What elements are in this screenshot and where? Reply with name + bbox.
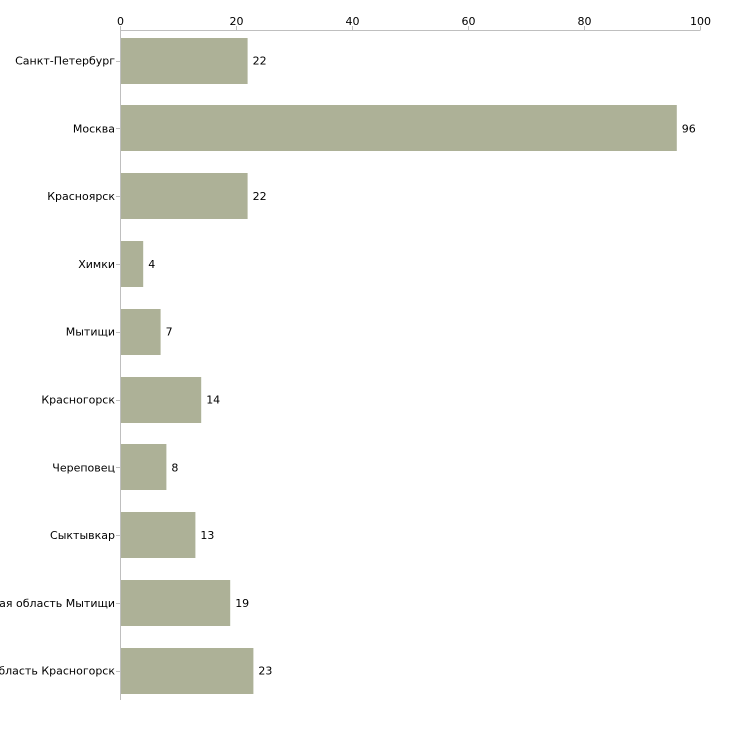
bar [121,648,254,694]
value-label: 14 [206,394,220,407]
value-label: 19 [235,597,249,610]
category-labels: Санкт-Петербург Москва Красноярск Химки Мыти… [0,55,115,678]
category-label: Москва [73,122,115,135]
x-tick-label: 80 [578,15,592,28]
bar [121,580,231,626]
bar [121,105,677,151]
x-tick-label: 20 [230,15,244,28]
bar-series [121,38,677,694]
value-label: 4 [148,258,155,271]
x-tick-label: 60 [462,15,476,28]
x-axis: 0 20 40 60 80 100 [117,15,711,31]
value-label: 13 [200,529,214,542]
value-label: 7 [166,326,173,339]
value-label: 96 [682,122,696,135]
bar [121,309,161,355]
value-label: 8 [171,461,178,474]
x-tick-label: 0 [117,15,124,28]
category-label: Мытищи [66,326,115,339]
value-label: 22 [253,55,267,68]
x-tick-label: 40 [346,15,360,28]
category-label: Череповец [52,461,115,474]
bar [121,38,248,84]
category-label: Московская область Красногорск [0,665,115,678]
category-label: Санкт-Петербург [15,55,115,68]
y-axis [116,30,121,700]
value-label: 22 [253,190,267,203]
category-label: Химки [78,258,115,271]
bar [121,512,196,558]
bar [121,377,202,423]
category-label: Красноярск [47,190,115,203]
bar [121,444,167,490]
bar [121,241,144,287]
value-labels: 22 96 22 4 7 14 8 13 19 23 [148,55,696,678]
x-tick-label: 100 [690,15,711,28]
category-label: Московская область Мытищи [0,597,115,610]
bar [121,173,248,219]
category-label: Красногорск [41,394,115,407]
value-label: 23 [258,665,272,678]
category-label: Сыктывкар [50,529,115,542]
